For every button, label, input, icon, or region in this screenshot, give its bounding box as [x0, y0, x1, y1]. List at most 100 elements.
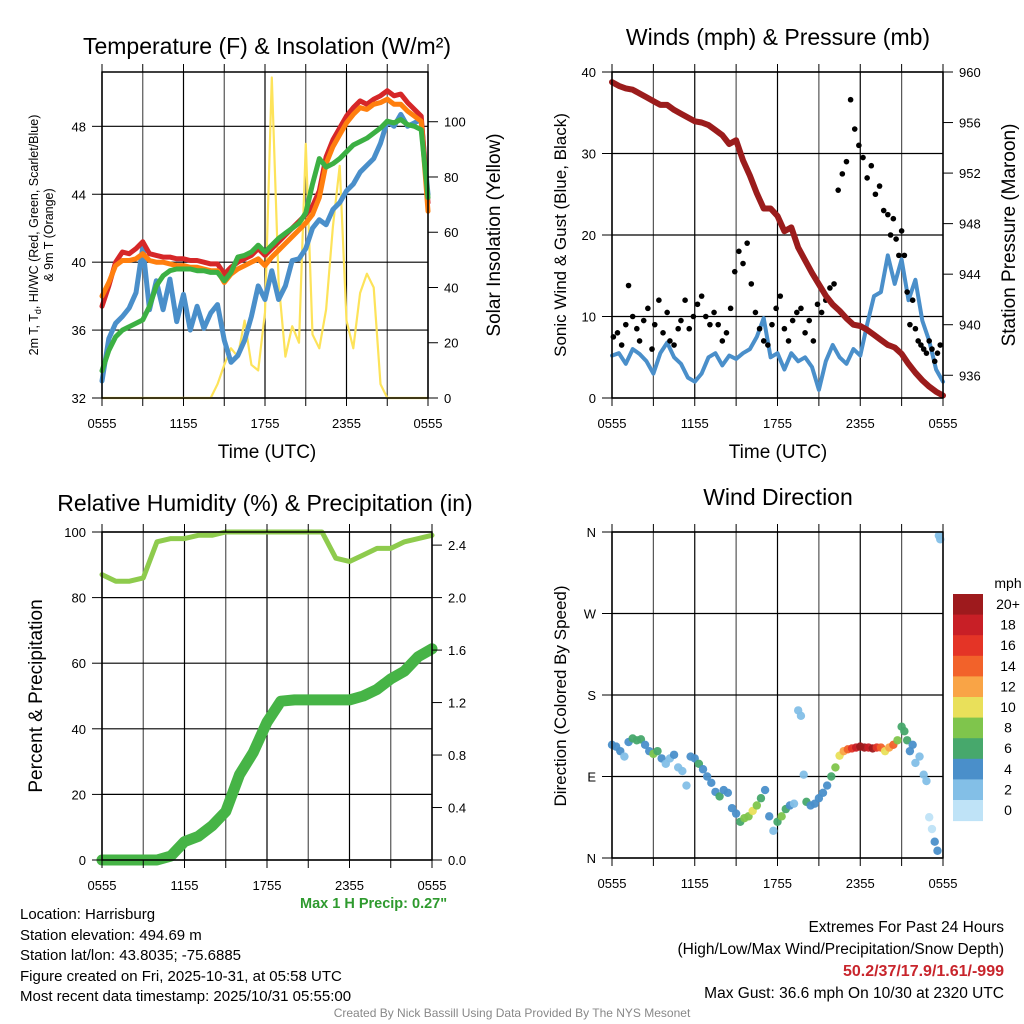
y-tick-label: N: [587, 525, 596, 540]
gust-point: [827, 285, 833, 291]
x-tick-label: 1755: [763, 876, 792, 891]
station-info: Location: Harrisburg Station elevation: …: [20, 905, 351, 1008]
x-tick-label: 2355: [846, 876, 875, 891]
gust-point: [901, 252, 908, 259]
series-td: [99, 117, 431, 374]
colorbar-swatch: [953, 655, 983, 677]
colorbar-label: 2: [1004, 781, 1012, 797]
colorbar-swatch: [953, 758, 983, 780]
y2-tick-label: 80: [444, 170, 458, 185]
y-tick-label: 60: [72, 656, 86, 671]
gust-point: [912, 325, 919, 332]
y2-tick-label: 60: [444, 225, 458, 240]
gust-point: [937, 342, 944, 348]
colorbar-swatch: [953, 717, 983, 739]
humidity-panel: Relative Humidity (%) & Precipitation (i…: [26, 490, 473, 893]
gust-point: [773, 305, 779, 312]
direction-point: [731, 809, 741, 818]
gust-point: [640, 317, 647, 324]
gust-point: [920, 346, 927, 352]
gust-point: [756, 325, 763, 332]
gust-point: [847, 96, 854, 103]
colorbar-swatch: [953, 614, 983, 636]
y2-tick-label: 1.2: [448, 696, 466, 711]
colorbar-swatch: [953, 779, 983, 801]
x-tick-label: 0555: [929, 876, 958, 891]
y2-tick-label: 960: [959, 65, 981, 80]
y2-tick-label: 0.8: [448, 748, 466, 763]
direction-point: [669, 750, 679, 759]
direction-point: [915, 752, 924, 761]
y-tick-label: N: [587, 851, 596, 866]
gust-point: [675, 325, 681, 332]
y2-tick-label: 0: [444, 391, 451, 406]
y2-tick-label: 948: [959, 217, 981, 232]
latlon-text: Station lat/lon: 43.8035; -75.6885: [20, 947, 242, 964]
extremes-values: 50.2/37/17.9/1.61/-999: [842, 963, 1004, 980]
y-tick-label: 40: [72, 255, 86, 270]
gust-point: [851, 126, 858, 132]
temperature-y2label: Solar Insolation (Yellow): [484, 133, 505, 336]
gust-point: [876, 183, 883, 189]
gust-point: [794, 309, 800, 316]
direction-point: [905, 746, 915, 756]
y2-tick-label: 936: [959, 368, 981, 383]
direction-point: [930, 837, 939, 846]
gust-point: [864, 175, 870, 181]
created-text: Figure created on Fri, 2025-10-31, at 05…: [20, 967, 342, 985]
gust-point: [731, 268, 738, 275]
direction-point: [900, 727, 909, 736]
gust-point: [887, 232, 894, 238]
gust-point: [918, 342, 924, 348]
gust-point: [926, 338, 933, 344]
gust-point: [618, 342, 625, 348]
gust-point: [614, 330, 621, 336]
gust-point: [929, 346, 935, 352]
direction-point: [927, 824, 937, 834]
wind-direction-title: Wind Direction: [703, 484, 853, 510]
gust-point: [664, 309, 670, 316]
y-tick-label: 0: [79, 853, 86, 868]
x-tick-label: 1155: [171, 878, 199, 893]
y-tick-label: W: [584, 607, 597, 622]
wind-ylabel: Sonic Wind & Gust (Blue, Black): [551, 113, 570, 357]
direction-point: [682, 781, 691, 790]
y2-tick-label: 0.4: [448, 801, 466, 816]
series-sonic-wind: [610, 253, 945, 392]
x-tick-label: 2355: [846, 416, 875, 431]
gust-point: [715, 321, 721, 328]
gust-point: [909, 297, 916, 304]
y-tick-label: 20: [72, 787, 86, 802]
y2-tick-label: 952: [959, 166, 981, 181]
temperature-title: Temperature (F) & Insolation (W/m²): [83, 33, 451, 59]
colorbar-swatch: [953, 676, 983, 698]
gust-point: [868, 162, 875, 169]
direction-point: [756, 794, 766, 803]
gust-point: [723, 330, 730, 336]
direction-point: [796, 711, 806, 721]
gust-point: [636, 338, 643, 344]
gust-point: [667, 338, 673, 344]
direction-point: [765, 812, 774, 821]
y2-tick-label: 0.0: [448, 853, 466, 868]
direction-point: [620, 752, 629, 761]
gust-point: [682, 297, 688, 304]
gust-point: [634, 325, 640, 332]
x-tick-label: 0555: [598, 416, 627, 431]
recent-data-text: Most recent data timestamp: 2025/10/31 0…: [20, 988, 352, 1005]
y-tick-label: E: [587, 770, 596, 785]
gust-point: [802, 330, 808, 336]
direction-point: [640, 740, 650, 750]
gust-point: [629, 313, 636, 320]
gust-point: [694, 301, 701, 308]
direction-point: [789, 799, 799, 808]
credit-text: Created By Nick Bassill Using Data Provi…: [333, 1006, 691, 1020]
y-tick-label: 10: [582, 310, 596, 325]
direction-point: [933, 846, 942, 855]
series-9m-t: [99, 96, 431, 299]
y-tick-label: S: [587, 688, 596, 703]
y-tick-label: 48: [72, 119, 86, 134]
humidity-title: Relative Humidity (%) & Precipitation (i…: [57, 490, 472, 516]
gust-point: [931, 358, 938, 365]
gust-point: [760, 338, 767, 344]
